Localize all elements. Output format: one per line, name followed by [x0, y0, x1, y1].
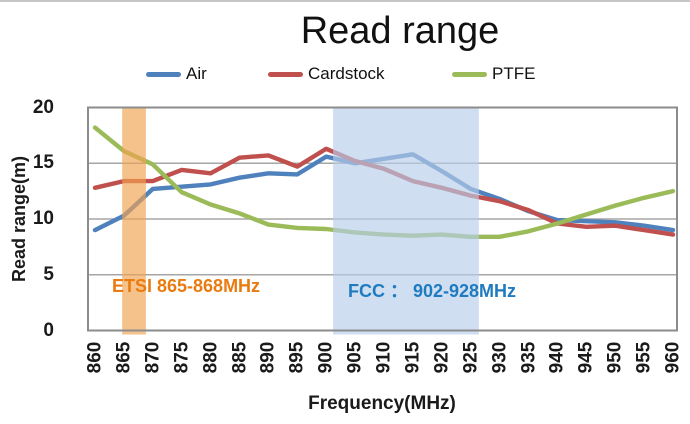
x-tick-label: 900 [315, 341, 337, 374]
x-tick-label: 920 [431, 341, 453, 374]
x-tick-label: 865 [113, 341, 135, 374]
x-tick-label: 960 [662, 341, 684, 374]
x-tick-label: 915 [402, 341, 424, 374]
fcc-band-annotation: FCC ： 902-928MHz [348, 281, 517, 301]
ptfe-line-swatch-icon [452, 71, 487, 77]
legend-item-air: Air [146, 64, 207, 83]
y-tick-label: 20 [32, 96, 54, 118]
legend-label-ptfe: PTFE [492, 64, 536, 83]
y-tick-label: 0 [43, 319, 54, 341]
x-tick-label: 945 [575, 341, 597, 374]
x-tick-label: 950 [604, 341, 626, 374]
x-tick-label: 870 [142, 341, 164, 374]
x-tick-label: 885 [229, 341, 250, 374]
x-tick-label: 935 [518, 341, 539, 374]
x-tick-label: 895 [286, 341, 308, 374]
x-tick-label: 880 [200, 341, 222, 374]
plot-border [87, 106, 678, 332]
legend-item-cardstock: Cardstock [268, 64, 385, 83]
legend-label-cardstock: Cardstock [308, 64, 385, 83]
x-tick-label: 890 [257, 341, 279, 374]
legend-label-air: Air [186, 64, 207, 83]
x-tick-label: 925 [460, 341, 482, 374]
y-tick-label: 15 [32, 152, 54, 174]
x-tick-label: 910 [373, 341, 395, 374]
y-tick-label: 10 [32, 208, 54, 229]
top-divider-line [0, 0, 690, 2]
legend-item-ptfe: PTFE [452, 64, 536, 83]
etsi-band-annotation: ETSI 865-868MHz [112, 276, 261, 296]
x-axis-title: Frequency(MHz) [308, 393, 456, 414]
y-tick-label: 5 [43, 263, 54, 285]
x-tick-label: 955 [633, 341, 655, 374]
highlight-band-fcc [333, 108, 479, 335]
cardstock-line-swatch-icon [268, 71, 303, 77]
x-tick-label: 860 [84, 341, 106, 374]
highlight-band-etsi [122, 108, 146, 335]
chart-title: Read range [300, 10, 500, 52]
x-tick-label: 905 [344, 341, 366, 374]
x-tick-label: 930 [489, 341, 511, 374]
x-tick-label: 940 [546, 341, 568, 374]
x-tick-label: 875 [171, 341, 193, 374]
air-line-swatch-icon [146, 71, 181, 77]
